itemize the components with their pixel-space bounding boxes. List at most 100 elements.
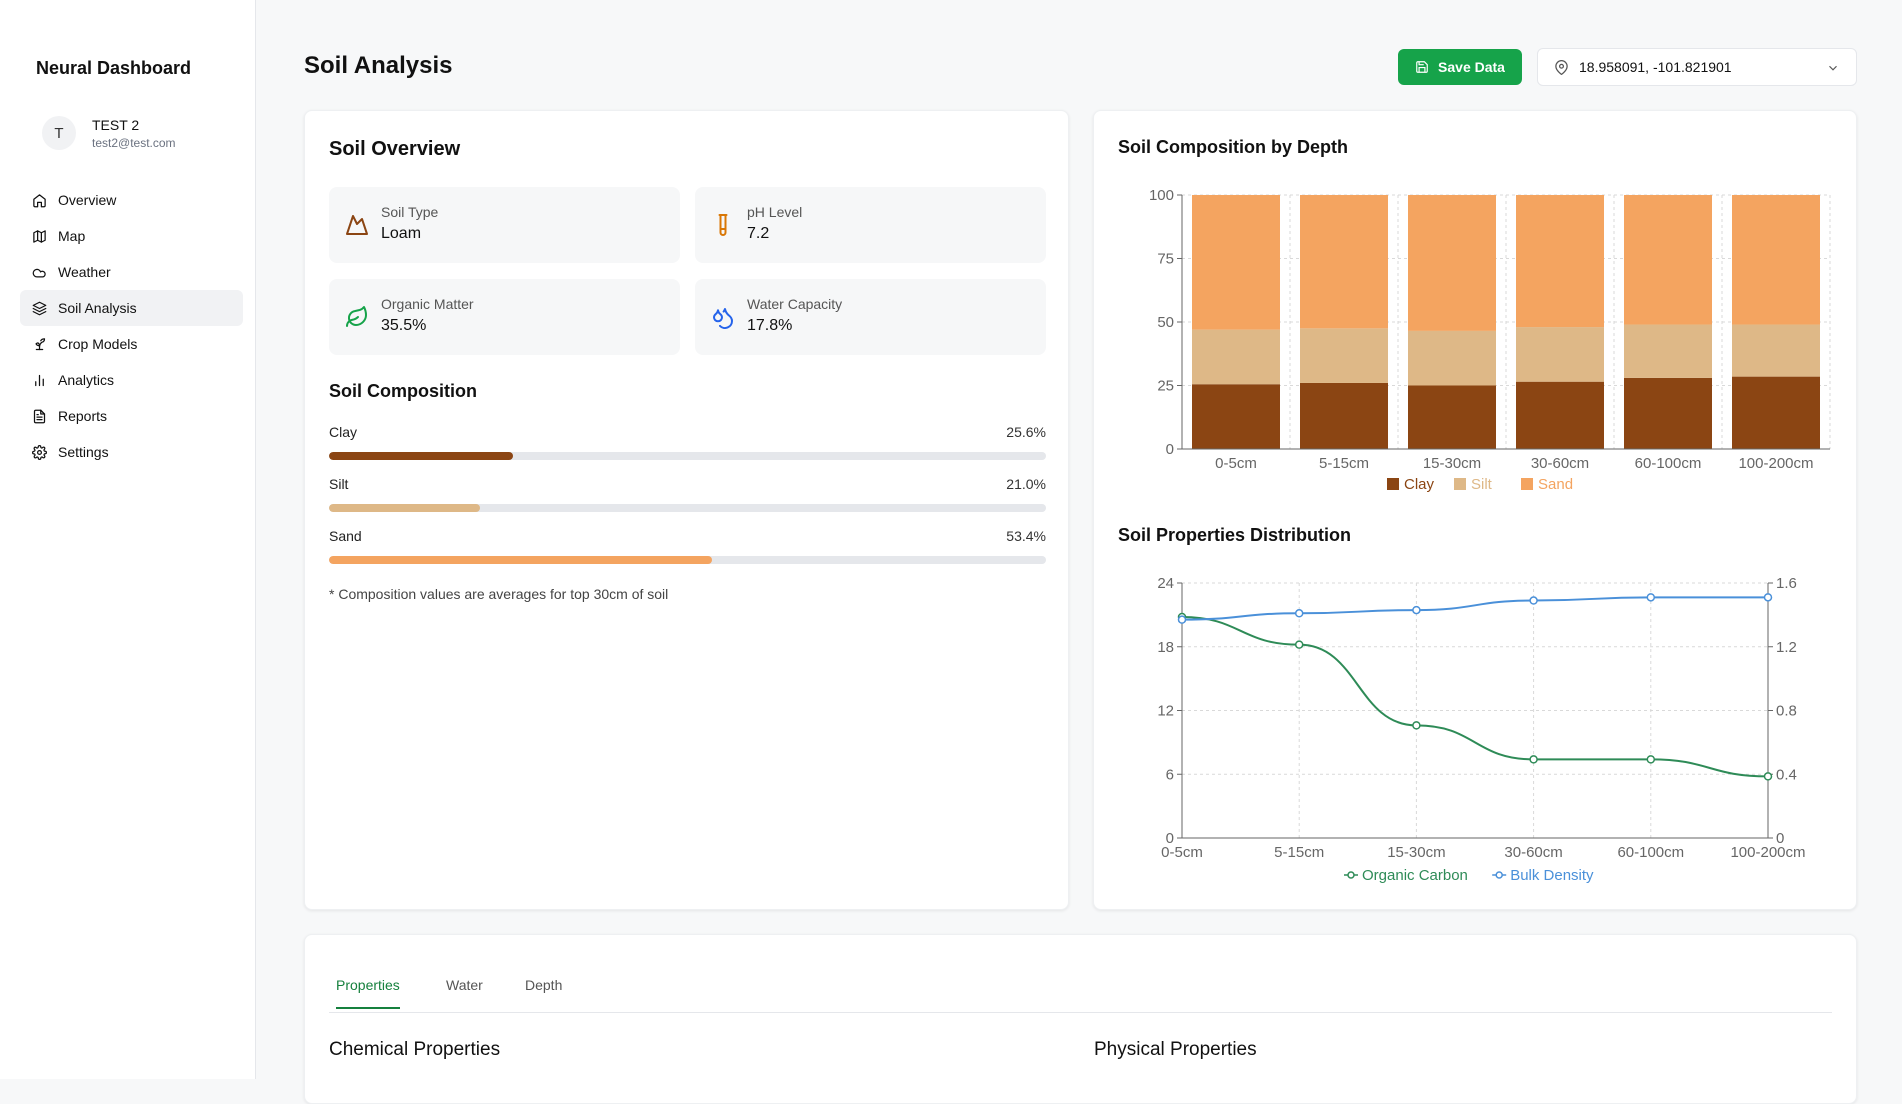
legend-swatch [1521, 478, 1533, 490]
composition-label: Clay [329, 424, 358, 440]
x-tick-label: 60-100cm [1617, 844, 1684, 861]
save-data-button[interactable]: Save Data [1398, 49, 1522, 85]
y-tick-label: 0 [1166, 441, 1174, 458]
stat-value: Loam [381, 225, 422, 242]
stat-soil-type: Soil Type Loam [329, 187, 680, 263]
y-tick-label: 50 [1157, 314, 1174, 331]
sidebar-item-analytics[interactable]: Analytics [20, 362, 243, 398]
y-left-tick-label: 0 [1166, 830, 1174, 847]
user-profile[interactable]: T TEST 2 test2@test.com [42, 116, 176, 150]
brand-title: Neural Dashboard [36, 58, 192, 78]
user-name: TEST 2 [92, 116, 140, 133]
sidebar-nav: Overview Map Weather Soil Analysis Crop … [20, 182, 243, 470]
y-right-tick-label: 1.6 [1776, 575, 1797, 592]
point-bulk-density [1412, 605, 1421, 615]
composition-fill [329, 556, 712, 564]
bar-sand [1732, 195, 1820, 325]
sprout-icon [35, 337, 46, 350]
x-tick-label: 15-30cm [1423, 455, 1481, 472]
legend-sand: Sand [1538, 476, 1573, 493]
sidebar-item-soil-analysis[interactable]: Soil Analysis [20, 290, 243, 326]
y-left-tick-label: 24 [1157, 575, 1174, 592]
composition-track [329, 452, 1046, 460]
sidebar-item-label: Overview [58, 192, 117, 208]
layers-icon [32, 301, 47, 315]
bar-silt [1408, 330, 1496, 386]
bar-clay [1300, 382, 1388, 449]
legend-bulk-density: Bulk Density [1510, 867, 1594, 884]
point-organic-carbon [1529, 755, 1538, 764]
composition-fill [329, 452, 513, 460]
sidebar-item-map[interactable]: Map [20, 218, 243, 254]
stat-value: 35.5% [381, 317, 427, 334]
point-organic-carbon [1294, 640, 1304, 649]
legend-silt: Silt [1471, 476, 1493, 493]
composition-label: Silt [329, 476, 349, 492]
chemical-properties-title: Chemical Properties [329, 1039, 501, 1060]
composition-row-clay: Clay 25.6% [329, 424, 1046, 460]
legend-marker [1495, 871, 1503, 879]
x-tick-label: 5-15cm [1274, 844, 1324, 861]
stat-label: Organic Matter [381, 296, 474, 312]
sidebar-item-label: Map [58, 228, 86, 244]
bar-sand [1516, 195, 1604, 328]
sidebar-item-label: Crop Models [58, 336, 138, 352]
legend-swatch [1454, 478, 1466, 490]
composition-note: * Composition values are averages for to… [329, 586, 669, 602]
y-tick-label: 25 [1157, 378, 1174, 395]
tab-bar: Properties Water Depth [329, 967, 1832, 1013]
stat-label: Water Capacity [747, 296, 843, 312]
sidebar-item-overview[interactable]: Overview [20, 182, 243, 218]
legend-swatch [1387, 478, 1399, 490]
sidebar-item-weather[interactable]: Weather [20, 254, 243, 290]
stat-ph-level: pH Level 7.2 [695, 187, 1046, 263]
droplets-icon [713, 308, 733, 329]
save-data-label: Save Data [1438, 59, 1505, 75]
point-organic-carbon [1646, 755, 1656, 764]
physical-properties-title: Physical Properties [1094, 1039, 1257, 1060]
bar-silt [1516, 327, 1604, 382]
tab-properties[interactable]: Properties [336, 977, 400, 1009]
point-organic-carbon [1763, 772, 1773, 781]
mountain-icon [346, 215, 368, 235]
tab-water[interactable]: Water [446, 977, 483, 993]
properties-line-chart: 0 6 12 18 24 0 0.4 0.8 1.2 1.6 0-5cm 5-15cm 15-30cm 3… [1157, 575, 1805, 884]
bar-sand [1300, 195, 1388, 329]
stat-value: 17.8% [747, 317, 793, 334]
sidebar-item-label: Soil Analysis [58, 300, 137, 316]
stat-label: Soil Type [381, 204, 439, 220]
leaf-icon [346, 306, 367, 327]
home-icon [33, 193, 46, 207]
y-right-tick-label: 0.8 [1776, 703, 1797, 720]
stat-water-capacity: Water Capacity 17.8% [695, 279, 1046, 355]
bar-silt [1192, 329, 1280, 385]
legend-marker [1347, 871, 1355, 879]
bar-clay [1516, 381, 1604, 449]
point-bulk-density [1177, 615, 1187, 624]
x-tick-label: 30-60cm [1504, 844, 1562, 861]
composition-label: Sand [329, 528, 362, 544]
sidebar-item-reports[interactable]: Reports [20, 398, 243, 434]
page-title: Soil Analysis [304, 52, 453, 79]
composition-track [329, 556, 1046, 564]
sidebar-item-settings[interactable]: Settings [20, 434, 243, 470]
sidebar: Neural Dashboard T TEST 2 test2@test.com… [0, 0, 256, 1079]
y-right-tick-label: 0.4 [1776, 766, 1797, 783]
sidebar-item-crop-models[interactable]: Crop Models [20, 326, 243, 362]
x-tick-label: 0-5cm [1161, 844, 1203, 861]
test-tube-icon [718, 214, 728, 236]
sidebar-item-label: Settings [58, 444, 109, 460]
composition-track [329, 504, 1046, 512]
composition-percent: 21.0% [1006, 476, 1046, 492]
composition-fill [329, 504, 480, 512]
soil-composition-title: Soil Composition [329, 381, 477, 401]
tab-depth[interactable]: Depth [525, 977, 563, 993]
sidebar-item-label: Analytics [58, 372, 115, 388]
stat-value: 7.2 [747, 225, 770, 242]
bar-chart-icon [35, 374, 44, 386]
composition-percent: 53.4% [1006, 528, 1046, 544]
y-left-tick-label: 6 [1166, 766, 1174, 783]
location-select[interactable]: 18.958091, -101.821901 [1537, 48, 1857, 86]
soil-overview-card: Soil Overview Soil Type Loam pH Level 7.… [304, 110, 1069, 910]
sidebar-item-label: Weather [58, 264, 111, 280]
